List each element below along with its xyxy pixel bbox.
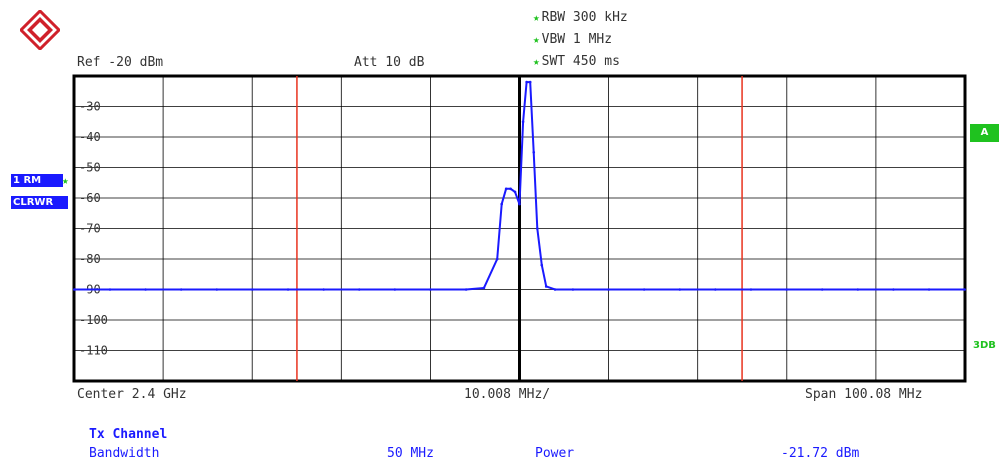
star-icon: ★ bbox=[533, 55, 540, 68]
trace-point bbox=[963, 288, 966, 291]
bandwidth-value: 50 MHz bbox=[387, 446, 434, 461]
trace-point bbox=[553, 288, 557, 291]
trace-point bbox=[286, 288, 290, 291]
trace-point bbox=[892, 288, 895, 291]
y-tick-label: -30 bbox=[79, 100, 101, 114]
trace-point bbox=[504, 187, 508, 191]
trace-point bbox=[322, 288, 325, 291]
trace-point bbox=[495, 257, 499, 261]
swt-label: ★ SWT 450 ms bbox=[533, 54, 620, 69]
trace-point bbox=[571, 288, 575, 291]
trace-point bbox=[528, 80, 532, 84]
trace-point bbox=[540, 263, 544, 267]
trace-point bbox=[678, 288, 682, 291]
trace-point bbox=[393, 288, 397, 291]
y-tick-label: -60 bbox=[79, 191, 101, 205]
threedb-badge: 3DB bbox=[973, 340, 996, 351]
y-tick-labels: -30-40-50-60-70-80-90-100-110 bbox=[79, 100, 108, 358]
trace-point bbox=[544, 285, 548, 288]
power-label: Power bbox=[535, 446, 575, 461]
y-tick-label: -80 bbox=[79, 252, 101, 266]
trace-point bbox=[509, 187, 512, 191]
y-tick-label: -40 bbox=[79, 130, 101, 144]
trace-point bbox=[73, 288, 76, 291]
channel-lines bbox=[296, 76, 743, 381]
center-frequency-label: Center 2.4 GHz bbox=[77, 387, 187, 402]
vbw-label: ★ VBW 1 MHz bbox=[533, 32, 613, 47]
rohde-schwarz-logo bbox=[20, 10, 60, 50]
y-tick-label: -70 bbox=[79, 222, 101, 236]
star-icon: ★ bbox=[533, 11, 540, 24]
frequency-per-division-label: 10.008 MHz/ bbox=[464, 387, 551, 402]
trace-point bbox=[525, 80, 528, 84]
trace-point bbox=[144, 288, 147, 291]
y-tick-label: -110 bbox=[79, 344, 108, 358]
trace-point bbox=[500, 202, 503, 206]
power-value: -21.72 dBm bbox=[781, 446, 860, 461]
trace-point bbox=[464, 288, 468, 291]
trace-point bbox=[642, 288, 646, 291]
trace-point bbox=[429, 288, 432, 291]
trace-point bbox=[251, 288, 254, 291]
trace-group bbox=[73, 80, 966, 291]
y-tick-label: -100 bbox=[79, 313, 108, 327]
span-label: Span 100.08 MHz bbox=[805, 387, 923, 402]
trace-point bbox=[179, 288, 183, 291]
trace-point bbox=[215, 288, 219, 291]
trace-a-badge: A bbox=[970, 124, 999, 142]
trace-point bbox=[820, 288, 824, 291]
trace-point bbox=[714, 288, 717, 291]
star-icon: ★ bbox=[62, 174, 69, 187]
trace-point bbox=[513, 190, 517, 194]
trace-point bbox=[357, 288, 361, 291]
trace-point bbox=[532, 150, 536, 154]
ref-level-label: Ref -20 dBm bbox=[77, 55, 164, 70]
trace-point bbox=[749, 288, 753, 291]
trace-point bbox=[927, 288, 931, 291]
rbw-label: ★ RBW 300 kHz bbox=[533, 10, 628, 25]
star-icon: ★ bbox=[533, 33, 540, 46]
bandwidth-label: Bandwidth bbox=[89, 446, 160, 461]
trace-point bbox=[108, 288, 112, 291]
trace-point bbox=[482, 286, 486, 290]
trace-point bbox=[518, 202, 521, 206]
trace-point bbox=[521, 120, 525, 124]
trace-point bbox=[856, 288, 860, 291]
trace-point bbox=[536, 227, 539, 230]
tx-channel-heading: Tx Channel bbox=[89, 427, 168, 442]
trace-mode-badge: 1 RM bbox=[11, 174, 63, 187]
y-tick-label: -50 bbox=[79, 161, 101, 175]
trace-detector-badge: CLRWR bbox=[11, 196, 68, 209]
trace-point bbox=[607, 288, 610, 291]
attenuation-label: Att 10 dB bbox=[354, 55, 425, 70]
trace-point bbox=[785, 288, 788, 291]
